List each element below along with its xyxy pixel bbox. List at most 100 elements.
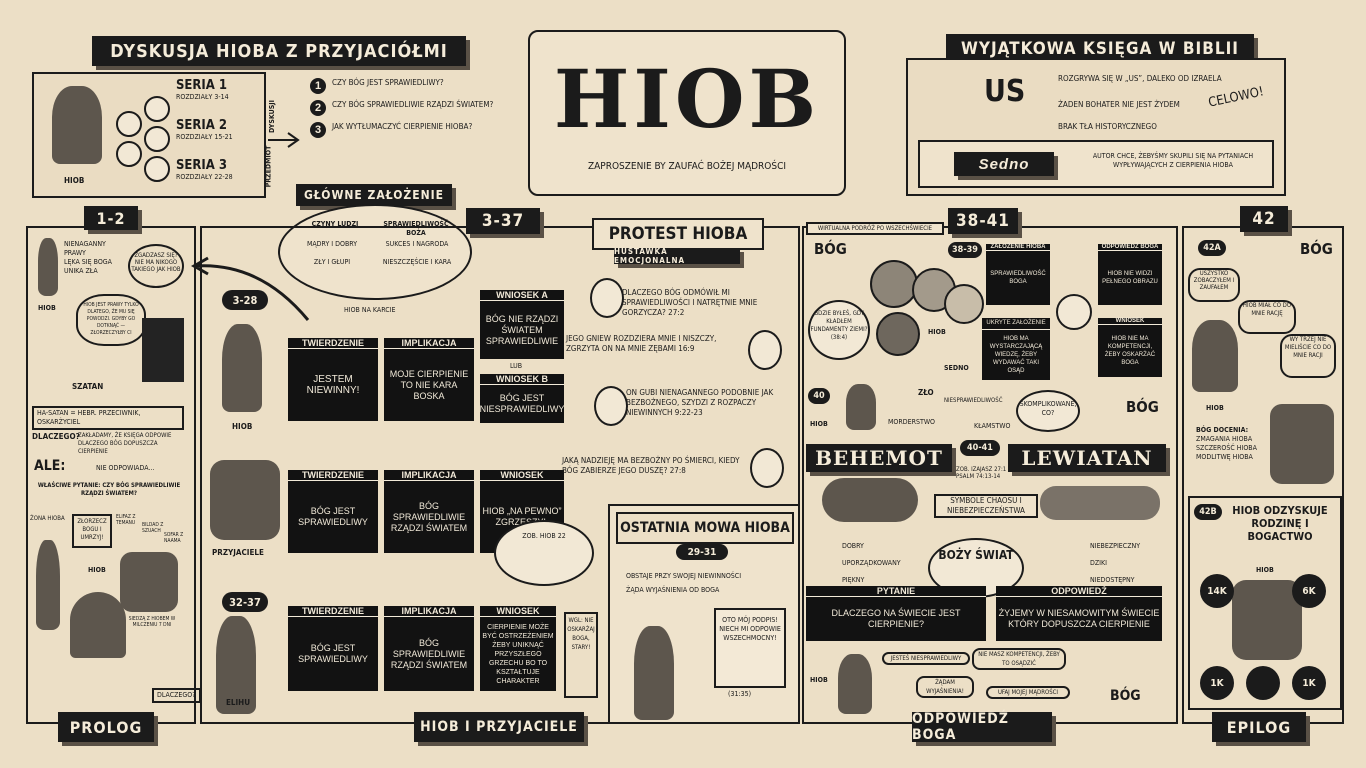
- sheep-count: 14K: [1200, 574, 1234, 608]
- dialog-circle: [116, 141, 142, 167]
- god-job-label: HIOB: [928, 328, 946, 336]
- evil-label: ZŁO: [918, 388, 934, 397]
- implication-2: IMPLIKACJA BÓG SPRAWIEDLIWIE RZĄDZI ŚWIA…: [384, 470, 474, 553]
- camel-count: 6K: [1292, 574, 1326, 608]
- range-32-37: 32-37: [222, 592, 268, 612]
- main-assumption-title: GŁÓWNE ZAŁOŻENIE: [296, 184, 452, 206]
- world-circle: BOŻY ŚWIAT: [928, 538, 1024, 598]
- protest-quote-2: JEGO GNIEW ROZDZIERA MNIE I NISZCZY, ZGR…: [566, 334, 717, 353]
- last-speech-title: OSTATNIA MOWA HIOBA: [616, 512, 794, 544]
- series-3: SERIA 3 ROZDZIAŁY 22-28: [176, 158, 233, 181]
- god-bubble-2: UFAJ MOJEJ MĄDROŚCI: [986, 686, 1070, 699]
- job-bubble-1: JESTEŚ NIESPRAWIEDLIWY: [882, 652, 970, 665]
- job-face-3: [594, 386, 628, 426]
- creation-scene-3: [876, 312, 920, 356]
- elihu-label: ELIHU: [226, 698, 251, 707]
- job-face-1: [590, 278, 624, 318]
- god-label-2: BÓG: [1126, 398, 1159, 416]
- friend-3: SOFAR Z NAAMA: [164, 532, 184, 544]
- range-40-41: 40-41: [960, 440, 1000, 456]
- epilog-job-label: HIOB: [1206, 404, 1224, 412]
- speech-ref: (31:35): [728, 690, 752, 698]
- complicated-bubble: SKOMPLIKOWANE, CO?: [1016, 390, 1080, 432]
- satan-label: SZATAN: [72, 382, 104, 391]
- job-figure-prolog: [38, 238, 58, 296]
- murder-label: MORDERSTWO: [888, 418, 935, 426]
- world-left: DOBRY UPORZĄDKOWANY PIĘKNY: [842, 542, 901, 584]
- lewiatan-figure: [1040, 486, 1160, 520]
- virtual-tour: WIRTUALNA PODRÓŻ PO WSZECHŚWIECIE: [806, 222, 944, 235]
- wife-figure: [36, 540, 60, 630]
- satan-note: HIOB JEST PRAWY TYLKO DLATEGO, ŻE MU SIĘ…: [76, 294, 146, 346]
- injustice-label: NIESPRAWIEDLIWOŚĆ: [944, 397, 1003, 404]
- friends-label: PRZYJACIELE: [212, 548, 264, 557]
- wife-label: ŻONA HIOBA: [30, 515, 65, 522]
- balance-icon: [1056, 294, 1092, 330]
- god-job-label-40: HIOB: [810, 420, 828, 428]
- dialog-range: 3-37: [466, 208, 540, 234]
- implication-1: IMPLIKACJA MOJE CIERPIENIE TO NIE KARA B…: [384, 338, 474, 421]
- ref-42a: 42a: [1198, 240, 1226, 256]
- prolog-range: 1-2: [84, 206, 138, 230]
- protest-title: PROTEST HIOBA: [592, 218, 764, 250]
- epilog-god-label: BÓG: [1300, 240, 1333, 258]
- creation-scene-4: [944, 284, 984, 324]
- but-text: NIE ODPOWIADA...: [96, 464, 155, 472]
- sedno-text: AUTOR CHCE, ŻEBYŚMY SKUPILI SIĘ NA PYTAN…: [1092, 152, 1254, 169]
- ref-40: 40: [808, 388, 830, 404]
- oxen-count: 1K: [1200, 666, 1234, 700]
- god-bubble-prolog: ZGADZASZ SIĘ? NIE MA NIKOGO TAKIEGO JAK …: [128, 244, 184, 288]
- lie-label: KŁAMSTWO: [974, 422, 1011, 430]
- god-label-1: BÓG: [814, 240, 847, 258]
- god-label: ODPOWIEDŹ BOGA: [912, 711, 1052, 743]
- implication-3: IMPLIKACJA BÓG SPRAWIEDLIWIE RZĄDZI ŚWIA…: [384, 606, 474, 691]
- epilog-bubble-3: WY TRZEJ NIE MIELIŚCIE CO DO MNIE RACJI: [1280, 334, 1336, 378]
- god-label-3: BÓG: [1110, 688, 1141, 704]
- range-3-28: 3-28: [222, 290, 268, 310]
- conclusion-3: WNIOSEK CIERPIENIE MOŻE BYĆ OSTRZEŻENIEM…: [480, 606, 556, 691]
- epilog-values: BÓG DOCENIA: ZMAGANIA HIOBA SZCZEROŚĆ HIO…: [1196, 426, 1257, 461]
- unique-item-2: ŻADEN BOHATER NIE JEST ŻYDEM: [1058, 100, 1180, 109]
- epilog-label: EPILOG: [1212, 712, 1306, 742]
- ref-42b: 42b: [1194, 504, 1222, 520]
- reply-box: ODPOWIEDŹ ŻYJEMY W NIESAMOWITYM ŚWIECIE …: [996, 586, 1162, 641]
- hidden-assumption: UKRYTE ZAŁOŻENIE HIOB MA WYSTARCZAJĄCĄ W…: [982, 318, 1050, 380]
- job-figure-speech: [634, 626, 674, 720]
- series-1: SERIA 1 ROZDZIAŁY 3-14: [176, 78, 229, 101]
- unique-item-3: BRAK TŁA HISTORYCZNEGO: [1058, 122, 1157, 131]
- epilog-range: 42: [1240, 206, 1288, 232]
- protest-subtitle: HUŚTAWKA EMOCJONALNA: [614, 247, 740, 265]
- discussion-side-label: DYSKUSJI: [267, 100, 276, 133]
- unique-panel: US ROZGRYWA SIĘ W „US”, DALEKO OD IZRAEL…: [906, 58, 1286, 196]
- throne: [142, 318, 184, 382]
- friends-figure-dialog: [210, 460, 280, 540]
- god-answer: ODPOWIEDŹ BOGA HIOB NIE WIDZI PEŁNEGO OB…: [1098, 244, 1162, 305]
- arrow-to-questions: [268, 132, 300, 148]
- job-seated-figure: [70, 592, 126, 658]
- epilog-bubble-2: HIOB MIAŁ CO DO MNIE RACJĘ: [1238, 300, 1296, 334]
- arrow-to-prolog: [190, 256, 310, 321]
- subtitle: ZAPROSZENIE BY ZAUFAĆ BOŻEJ MĄDROŚCI: [587, 161, 787, 172]
- thesis-3: TWIERDZENIE BÓG JEST SPRAWIEDLIWY: [288, 606, 378, 691]
- god-conclusion: WNIOSEK HIOB NIE MA KOMPETENCJI, ŻEBY OS…: [1098, 318, 1162, 377]
- last-speech-range: 29-31: [676, 544, 728, 560]
- god-range: 38-41: [948, 208, 1018, 234]
- epilog-friends-figure: [1270, 404, 1334, 484]
- question-box: PYTANIE DLACZEGO NA ŚWIECIE JEST CIERPIE…: [806, 586, 986, 641]
- why-text: ZAKŁADAMY, ŻE KSIĘGA ODPOWIE DLACZEGO BÓ…: [78, 432, 172, 455]
- row2-left: ZŁY I GŁUPI: [313, 258, 351, 266]
- elihu-figure: [216, 616, 256, 714]
- question-3: 3 JAK WYTŁUMACZYĆ CIERPIENIE HIOBA?: [310, 122, 500, 138]
- series-2: SERIA 2 ROZDZIAŁY 15-21: [176, 118, 233, 141]
- donkey-count: 1K: [1292, 666, 1326, 700]
- left-banner: DYSKUSJA HIOBA Z PRZYJACIÓŁMI: [92, 36, 466, 66]
- questions-list: 1 CZY BÓG JEST SPRAWIEDLIWY? 2 CZY BÓG S…: [310, 78, 500, 138]
- god-sedno: SEDNO: [944, 364, 969, 372]
- dialog-circle: [144, 126, 170, 152]
- job-label: HIOB: [64, 176, 85, 185]
- why2-box: DLACZEGO?: [152, 688, 201, 703]
- epilog-job-figure: [1192, 320, 1238, 392]
- range-38-39: 38-39: [948, 242, 982, 258]
- friends-note: SIEDZĄ Z HIOBEM W MILCZENIU 7 DNI: [128, 616, 176, 628]
- dialog-circle: [144, 96, 170, 122]
